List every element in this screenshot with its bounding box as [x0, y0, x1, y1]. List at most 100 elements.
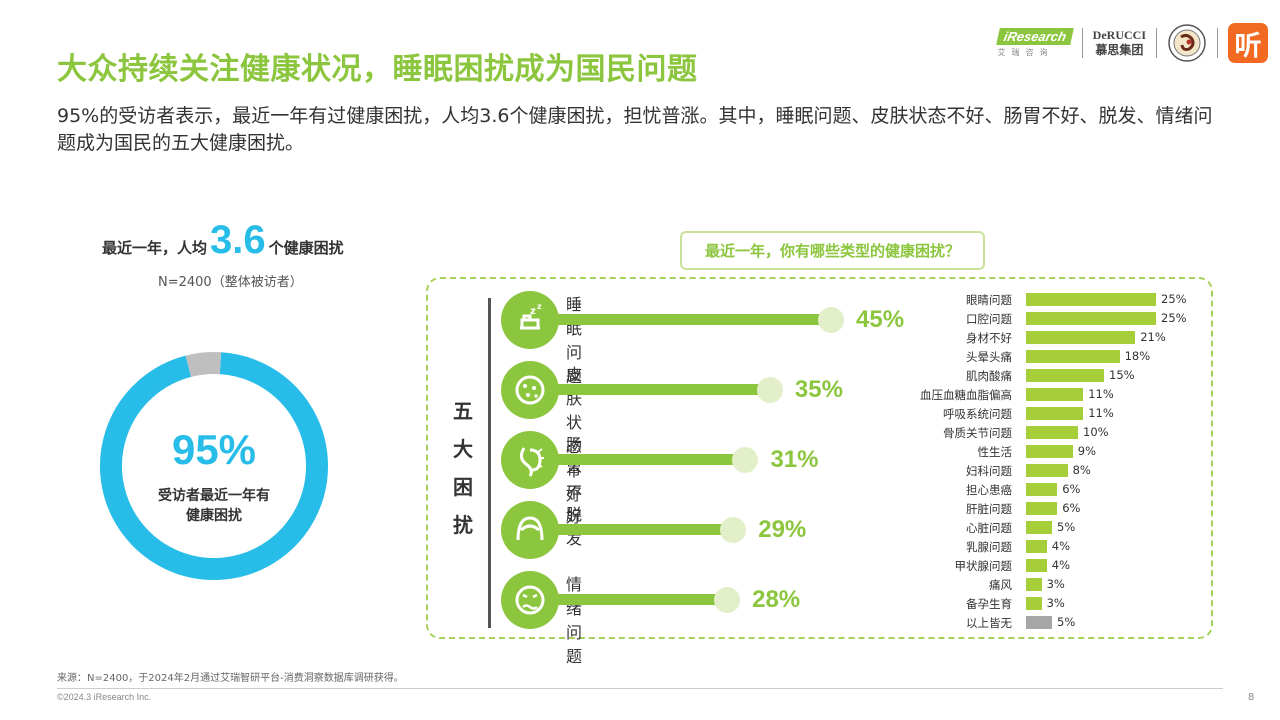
logo-divider [1156, 28, 1157, 58]
seal-logo-icon [1168, 24, 1206, 62]
iresearch-logo-cn: 艾瑞咨询 [997, 48, 1054, 57]
bar-category-label: 骨质关节问题 [943, 426, 1012, 440]
top5-value-label: 28% [752, 586, 801, 613]
logo-divider [1217, 28, 1218, 58]
bar [1026, 521, 1052, 534]
bar-category-label: 妇科问题 [966, 464, 1012, 478]
bar-category-label: 头晕头痛 [966, 350, 1012, 364]
bar-value-label: 3% [1046, 577, 1065, 591]
per-capita-headline: 最近一年，人均 3.6 个健康困扰 [102, 218, 344, 263]
top5-bar [545, 384, 759, 395]
bar-value-label: 11% [1088, 406, 1114, 420]
bar-value-label: 6% [1062, 482, 1081, 496]
svg-text:z: z [537, 302, 542, 311]
bar [1026, 331, 1136, 344]
donut-label: 受访者最近一年有 健康困扰 [158, 488, 270, 524]
top5-value-label: 29% [758, 516, 807, 543]
bar-value-label: 4% [1051, 539, 1071, 553]
bar-value-label: 3% [1046, 596, 1065, 610]
footer-divider [57, 688, 1223, 689]
bar [1026, 483, 1058, 496]
copyright: ©2024.3 iResearch Inc. [57, 692, 152, 702]
bar-value-label: 25% [1161, 292, 1187, 306]
bar-value-label: 9% [1077, 444, 1097, 458]
bar [1026, 369, 1104, 382]
top5-value-label: 31% [770, 446, 819, 473]
question-box: 最近一年，你有哪些类型的健康困扰？ [680, 231, 985, 270]
donut-slice-with-issue [100, 352, 328, 580]
headline-suffix: 个健康困扰 [268, 239, 344, 257]
donut-percent: 95% [171, 426, 257, 473]
iresearch-logo-text: iResearch [995, 28, 1074, 45]
page-subtitle: 95%的受访者表示，最近一年有过健康困扰，人均3.6个健康困扰，担忧普涨。其中，… [57, 105, 1213, 154]
bar-category-label: 肝脏问题 [966, 502, 1012, 516]
derucci-logo: DeRUCCI 慕思集团 [1093, 28, 1146, 58]
top5-label: 情绪问题 [566, 575, 583, 666]
top5-axis-line [488, 298, 491, 628]
donut-slice-without-issue [185, 352, 222, 377]
bar [1026, 407, 1084, 420]
bar-category-label: 备孕生育 [966, 597, 1012, 611]
derucci-logo-cn: 慕思集团 [1095, 43, 1144, 57]
bar-category-label: 痛风 [989, 578, 1012, 592]
top5-bar-end [818, 307, 844, 333]
donut-chart [100, 352, 328, 580]
bar-category-label: 担心患癌 [966, 483, 1012, 497]
bar [1026, 388, 1084, 401]
bar-value-label: 15% [1109, 368, 1135, 382]
bar-value-label: 5% [1057, 615, 1076, 629]
top5-title: 五大困扰 [453, 399, 473, 537]
headline-prefix: 最近一年，人均 [102, 239, 208, 257]
bar-category-label: 乳腺问题 [966, 540, 1012, 554]
top5-label: 皮肤状态不好 [566, 365, 583, 504]
svg-text:z: z [530, 306, 536, 317]
bar [1026, 464, 1068, 477]
page-title: 大众持续关注健康状况，睡眠困扰成为国民问题 [57, 52, 698, 87]
bar-value-label: 25% [1161, 311, 1187, 325]
bar-value-label: 10% [1083, 425, 1109, 439]
skin-icon [515, 375, 545, 405]
bar-category-label: 以上皆无 [966, 616, 1012, 630]
bar [1026, 540, 1047, 553]
source-note: 来源：N=2400，于2024年2月通过艾瑞智研平台-消费洞察数据库调研获得。 [57, 673, 404, 684]
sample-size: N=2400（整体被访者） [158, 275, 303, 290]
top5-value-label: 35% [794, 376, 843, 403]
top5-bar [545, 454, 735, 465]
bar [1026, 350, 1120, 363]
top5-value-label: 45% [856, 306, 905, 333]
headline-number: 3.6 [210, 218, 266, 262]
bar-value-label: 6% [1062, 501, 1081, 515]
bar-category-label: 眼睛问题 [966, 293, 1012, 307]
bar [1026, 616, 1052, 629]
bar-value-label: 21% [1140, 330, 1166, 344]
page-number: 8 [1248, 692, 1255, 703]
bar-category-label: 心脏问题 [966, 521, 1012, 535]
top5-bar [545, 524, 723, 535]
bar [1026, 559, 1047, 572]
top5-bar-end [714, 587, 741, 613]
bar-category-label: 血压血糖血脂偏高 [920, 388, 1012, 402]
iresearch-logo: iResearch 艾瑞咨询 [995, 28, 1074, 58]
ting-logo: 听 [1228, 23, 1268, 63]
top5-bar-end [756, 377, 783, 403]
bar-category-label: 呼吸系统问题 [943, 407, 1012, 421]
top5-bar-end [732, 447, 759, 473]
bar [1026, 502, 1058, 515]
mood-icon [515, 585, 545, 615]
bar [1026, 597, 1042, 610]
bar-category-label: 口腔问题 [966, 312, 1012, 326]
top5-bar [545, 594, 717, 605]
derucci-logo-en: DeRUCCI [1092, 28, 1146, 42]
bar-category-label: 甲状腺问题 [954, 559, 1013, 573]
bar [1026, 293, 1156, 306]
top5-bar [545, 314, 820, 325]
bar-value-label: 11% [1088, 387, 1114, 401]
bar [1026, 426, 1078, 439]
bar [1026, 445, 1073, 458]
chart-panel [426, 277, 1213, 639]
bar-value-label: 4% [1051, 558, 1071, 572]
bar-value-label: 18% [1124, 349, 1151, 363]
hair-icon [516, 516, 544, 541]
stomach-icon [519, 447, 544, 477]
